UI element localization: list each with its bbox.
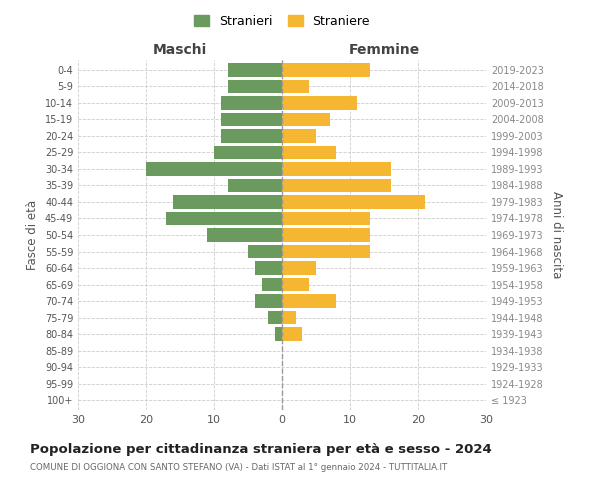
Text: Popolazione per cittadinanza straniera per età e sesso - 2024: Popolazione per cittadinanza straniera p… — [30, 442, 492, 456]
Bar — [282, 146, 337, 159]
Bar — [282, 113, 329, 126]
Bar — [248, 245, 282, 258]
Bar — [166, 212, 282, 225]
Bar — [282, 96, 357, 110]
Bar — [282, 212, 370, 225]
Bar — [227, 179, 282, 192]
Bar — [282, 262, 316, 274]
Bar — [221, 96, 282, 110]
Bar — [282, 294, 337, 308]
Y-axis label: Anni di nascita: Anni di nascita — [550, 192, 563, 278]
Bar — [275, 328, 282, 340]
Bar — [282, 196, 425, 208]
Bar — [146, 162, 282, 175]
Bar — [227, 64, 282, 76]
Text: Maschi: Maschi — [153, 42, 207, 56]
Bar — [207, 228, 282, 241]
Bar — [262, 278, 282, 291]
Bar — [255, 262, 282, 274]
Bar — [214, 146, 282, 159]
Text: COMUNE DI OGGIONA CON SANTO STEFANO (VA) - Dati ISTAT al 1° gennaio 2024 - TUTTI: COMUNE DI OGGIONA CON SANTO STEFANO (VA)… — [30, 462, 447, 471]
Bar — [221, 130, 282, 142]
Bar — [282, 328, 302, 340]
Bar — [268, 311, 282, 324]
Bar — [255, 294, 282, 308]
Legend: Stranieri, Straniere: Stranieri, Straniere — [190, 11, 374, 32]
Y-axis label: Fasce di età: Fasce di età — [26, 200, 39, 270]
Text: Femmine: Femmine — [349, 42, 419, 56]
Bar — [282, 245, 370, 258]
Bar — [282, 278, 309, 291]
Bar — [227, 80, 282, 93]
Bar — [282, 228, 370, 241]
Bar — [282, 179, 391, 192]
Bar — [282, 311, 296, 324]
Bar — [282, 130, 316, 142]
Bar — [282, 64, 370, 76]
Bar — [173, 196, 282, 208]
Bar — [282, 162, 391, 175]
Bar — [221, 113, 282, 126]
Bar — [282, 80, 309, 93]
